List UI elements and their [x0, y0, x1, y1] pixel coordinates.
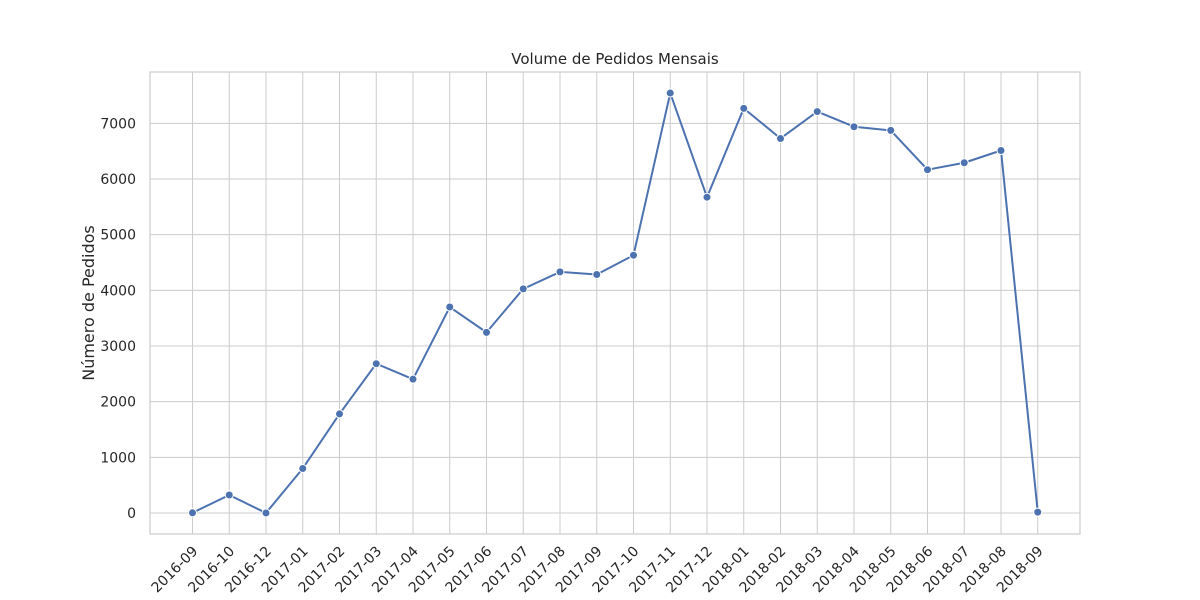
x-axis-ticks: 2016-092016-102016-122017-012017-022017-… [149, 543, 1047, 596]
data-point [335, 409, 344, 419]
data-point [408, 374, 418, 384]
data-point [702, 192, 712, 202]
y-tick-label: 6000 [100, 172, 136, 188]
data-point [812, 107, 822, 117]
data-point [445, 302, 455, 312]
y-tick-label: 7000 [100, 116, 136, 132]
plot-frame [149, 71, 1081, 535]
y-tick-label: 0 [127, 506, 136, 522]
data-point [518, 284, 528, 294]
data-point [592, 269, 602, 279]
data-point [849, 122, 859, 132]
data-point [776, 133, 785, 143]
data-point [298, 463, 308, 473]
data-point [482, 327, 491, 337]
y-tick-label: 4000 [100, 283, 136, 299]
data-point [739, 103, 749, 113]
grid [150, 72, 1080, 534]
y-tick-label: 1000 [100, 450, 136, 466]
y-axis-label: Número de Pedidos [79, 225, 98, 381]
data-point [959, 158, 969, 168]
data-point [665, 88, 675, 98]
data-point [555, 267, 565, 277]
y-tick-label: 5000 [100, 228, 136, 244]
data-point [188, 508, 197, 518]
data-point [224, 490, 234, 500]
series-line [192, 92, 1039, 514]
series-layer [188, 88, 1043, 518]
y-tick-label: 2000 [100, 395, 136, 411]
data-point [886, 125, 896, 135]
data-point [923, 165, 932, 175]
y-tick-label: 3000 [100, 339, 136, 355]
data-point [261, 508, 271, 518]
data-point [629, 250, 638, 260]
data-point [1033, 507, 1043, 517]
data-point [996, 145, 1006, 155]
data-point [371, 359, 381, 369]
chart-title: Volume de Pedidos Mensais [511, 50, 719, 68]
y-axis-ticks: 0 1000 2000 3000 4000 5000 6000 7000 [100, 116, 136, 522]
